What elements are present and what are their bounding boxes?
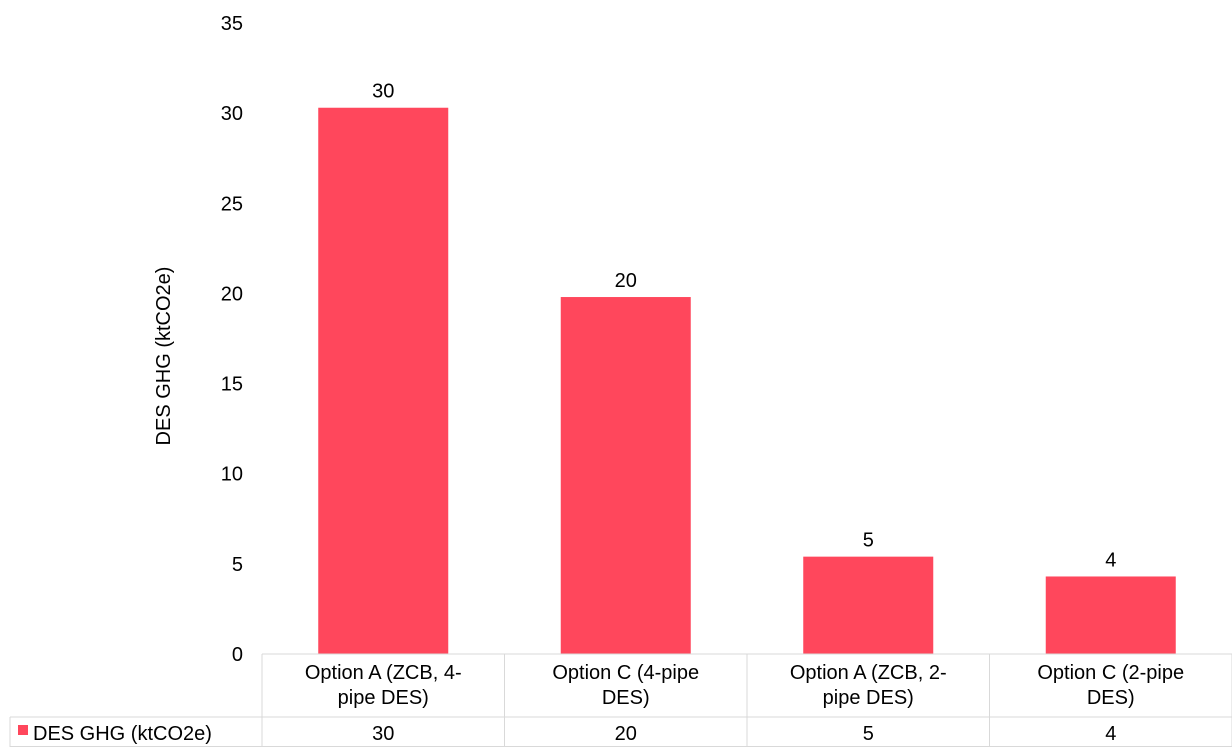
y-tick-label: 0 — [232, 644, 243, 666]
category-labels: Option A (ZCB, 4- pipe DES) Option C (4-pi… — [305, 662, 1184, 709]
category-label: Option A (ZCB, 4- — [305, 662, 462, 684]
data-table-values: 30 20 5 4 — [372, 723, 1116, 745]
bars — [318, 107, 1176, 655]
data-table-value: 20 — [615, 723, 637, 745]
category-label: DES) — [1087, 687, 1135, 709]
bar-data-label: 4 — [1105, 549, 1116, 571]
bar-data-label: 20 — [615, 270, 637, 292]
y-tick-label: 10 — [221, 464, 243, 486]
y-tick-label: 35 — [221, 13, 243, 35]
bar-data-label: 5 — [863, 530, 874, 552]
category-label: pipe DES) — [338, 687, 429, 709]
data-table-value: 5 — [863, 723, 874, 745]
y-tick-label: 5 — [232, 554, 243, 576]
bar-data-labels: 30 20 5 4 — [372, 81, 1116, 572]
y-tick-label: 15 — [221, 374, 243, 396]
y-axis-ticks: 0 5 10 15 20 25 30 35 — [221, 13, 243, 666]
category-label: Option C (2-pipe — [1037, 662, 1184, 684]
y-tick-label: 30 — [221, 103, 243, 125]
bar-data-label: 30 — [372, 81, 394, 103]
y-tick-label: 20 — [221, 283, 243, 305]
category-label: Option A (ZCB, 2- — [790, 662, 947, 684]
data-table-value: 30 — [372, 723, 394, 745]
category-label: Option C (4-pipe — [552, 662, 699, 684]
category-label: DES) — [602, 687, 650, 709]
y-tick-label: 25 — [221, 193, 243, 215]
bar — [1045, 576, 1176, 654]
data-table-value: 4 — [1105, 723, 1116, 745]
data-table-legend-row: DES GHG (ktCO2e) — [18, 723, 212, 745]
bar — [803, 556, 934, 654]
bar — [318, 107, 449, 655]
legend-label: DES GHG (ktCO2e) — [33, 723, 212, 745]
bar — [560, 297, 691, 654]
category-label: pipe DES) — [823, 687, 914, 709]
y-axis-label: DES GHG (ktCO2e) — [153, 267, 175, 446]
legend-swatch — [18, 725, 28, 735]
